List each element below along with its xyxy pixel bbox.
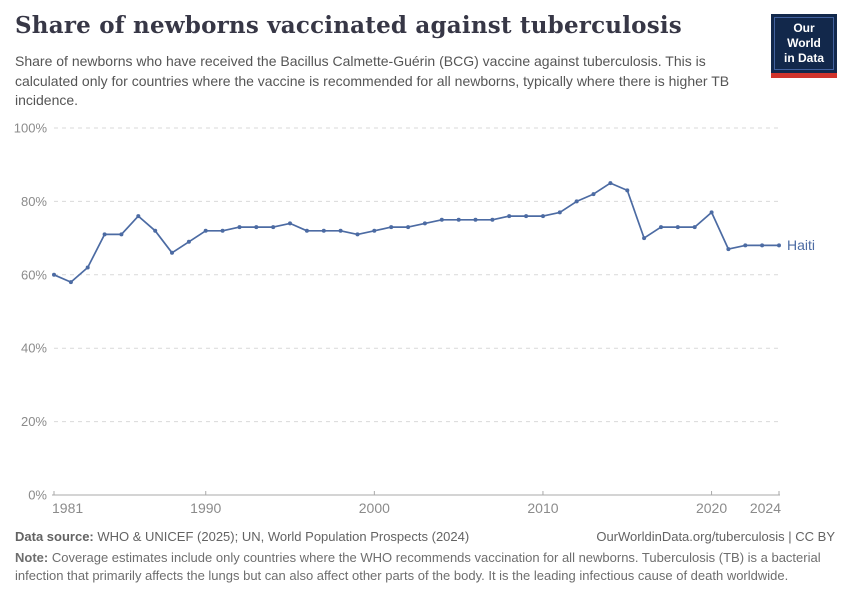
x-tick-label-2000: 2000 — [359, 500, 390, 516]
series-line-haiti[interactable] — [53, 182, 780, 283]
x-tick-label-1981: 1981 — [52, 500, 83, 516]
data-point-1988[interactable] — [170, 250, 174, 255]
owid-logo-box: Our World in Data — [771, 14, 837, 73]
data-point-2000[interactable] — [372, 228, 377, 233]
data-point-1994[interactable] — [271, 225, 276, 230]
data-point-1986[interactable] — [136, 214, 141, 219]
data-point-2007[interactable] — [490, 217, 495, 222]
data-point-2003[interactable] — [422, 221, 427, 226]
x-tick-label-2024: 2024 — [750, 500, 781, 516]
data-point-1990[interactable] — [203, 228, 208, 233]
owid-logo-text: Our World in Data — [774, 17, 834, 70]
line-chart[interactable]: 0% 20% 40% 60% 80% 100% 1981 1990 2000 2010 2020 20… — [0, 110, 850, 525]
data-point-2008[interactable] — [507, 214, 512, 219]
data-point-2019[interactable] — [692, 225, 697, 230]
x-tick-label-2020: 2020 — [696, 500, 727, 516]
data-source-label: Data source: — [15, 529, 94, 544]
data-point-1981[interactable] — [52, 272, 56, 277]
owid-logo-line2: in Data — [783, 51, 824, 65]
y-tick-label-60: 60% — [21, 267, 47, 282]
data-point-1992[interactable] — [237, 225, 242, 230]
footer-note: Note: Coverage estimates include only co… — [15, 549, 835, 586]
data-point-1998[interactable] — [338, 228, 343, 233]
x-tick-label-1990: 1990 — [190, 500, 221, 516]
data-point-2009[interactable] — [524, 214, 529, 219]
data-point-1996[interactable] — [304, 228, 309, 233]
data-point-2006[interactable] — [473, 217, 478, 222]
data-point-2005[interactable] — [456, 217, 461, 222]
data-point-2004[interactable] — [439, 217, 444, 222]
data-point-2012[interactable] — [574, 199, 579, 204]
y-tick-label-0: 0% — [28, 488, 47, 503]
data-source-text: WHO & UNICEF (2025); UN, World Populatio… — [93, 529, 470, 544]
data-point-1999[interactable] — [355, 232, 360, 237]
data-point-2018[interactable] — [675, 225, 680, 230]
y-tick-label-100: 100% — [14, 121, 48, 136]
chart-footer: Data source: WHO & UNICEF (2025); UN, Wo… — [15, 529, 835, 586]
y-tick-label-40: 40% — [21, 341, 47, 356]
data-point-1997[interactable] — [321, 228, 326, 233]
data-point-2013[interactable] — [591, 192, 596, 197]
data-point-2015[interactable] — [625, 188, 630, 193]
x-tick-label-2010: 2010 — [527, 500, 558, 516]
entity-label-haiti[interactable]: Haiti — [787, 237, 815, 253]
data-point-2023[interactable] — [760, 243, 765, 248]
footer-source-row: Data source: WHO & UNICEF (2025); UN, Wo… — [15, 529, 835, 544]
data-point-1993[interactable] — [254, 225, 259, 230]
data-point-2010[interactable] — [541, 214, 545, 219]
data-point-2021[interactable] — [726, 247, 731, 252]
note-text: Coverage estimates include only countrie… — [15, 550, 821, 584]
data-point-1991[interactable] — [220, 228, 225, 233]
data-point-2014[interactable] — [608, 181, 613, 186]
data-point-1984[interactable] — [102, 232, 107, 237]
data-point-2016[interactable] — [642, 236, 647, 241]
data-point-2020[interactable] — [709, 210, 714, 215]
data-point-2024[interactable] — [777, 243, 781, 248]
data-point-1995[interactable] — [288, 221, 292, 226]
y-tick-label-20: 20% — [21, 414, 47, 429]
data-source: Data source: WHO & UNICEF (2025); UN, Wo… — [15, 529, 469, 544]
owid-logo-line1: Our World — [787, 21, 821, 50]
data-point-1989[interactable] — [186, 239, 191, 244]
chart-subtitle: Share of newborns who have received the … — [15, 53, 730, 109]
attribution-link[interactable]: OurWorldinData.org/tuberculosis | CC BY — [596, 529, 835, 544]
data-point-1987[interactable] — [153, 228, 158, 233]
owid-logo[interactable]: Our World in Data — [771, 14, 837, 78]
data-point-2017[interactable] — [659, 225, 663, 230]
data-point-2011[interactable] — [557, 210, 562, 215]
owid-logo-red-bar — [771, 73, 837, 78]
data-point-1983[interactable] — [85, 265, 90, 270]
data-point-2022[interactable] — [743, 243, 748, 248]
note-label: Note: — [15, 550, 49, 565]
y-tick-label-80: 80% — [21, 194, 47, 209]
page-title: Share of newborns vaccinated against tub… — [15, 12, 682, 39]
data-point-2001[interactable] — [389, 225, 394, 230]
data-point-1982[interactable] — [68, 280, 73, 285]
data-point-2002[interactable] — [406, 225, 411, 230]
data-point-1985[interactable] — [119, 232, 124, 237]
